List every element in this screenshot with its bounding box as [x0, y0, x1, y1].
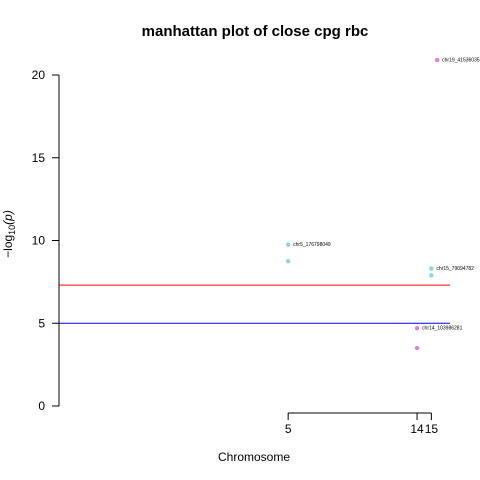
point-label: chr15_79094782 [436, 266, 474, 272]
y-tick-label: 0 [38, 399, 45, 413]
x-tick-label: 14 [410, 422, 424, 436]
x-axis: 5 14 15 [285, 412, 439, 436]
y-axis-label: −log10(p) [1, 210, 17, 258]
point-labels: chr5_176798049 chr14_103986281 chr15_79094… [293, 58, 480, 332]
y-tick-label: 15 [32, 151, 46, 165]
x-axis-label: Chromosome [218, 450, 290, 464]
data-point [285, 242, 291, 247]
point-label: chr5_176798049 [293, 242, 331, 248]
point-label: chr14_103986281 [422, 326, 463, 332]
data-point [285, 258, 291, 264]
point-label: chr19_41536035 [442, 58, 480, 64]
data-point [414, 326, 420, 331]
data-point [429, 266, 434, 271]
y-axis: 0 5 10 15 20 [32, 68, 60, 413]
chart-title: manhattan plot of close cpg rbc [142, 23, 369, 40]
x-tick-label: 5 [285, 422, 292, 436]
data-points [285, 57, 440, 351]
data-point [429, 273, 434, 278]
x-tick-label: 15 [425, 422, 439, 436]
data-point [434, 57, 440, 63]
data-point [414, 345, 420, 351]
y-tick-label: 5 [38, 316, 45, 330]
threshold-lines [59, 284, 450, 324]
y-tick-label: 10 [32, 234, 46, 248]
y-tick-label: 20 [32, 68, 46, 82]
